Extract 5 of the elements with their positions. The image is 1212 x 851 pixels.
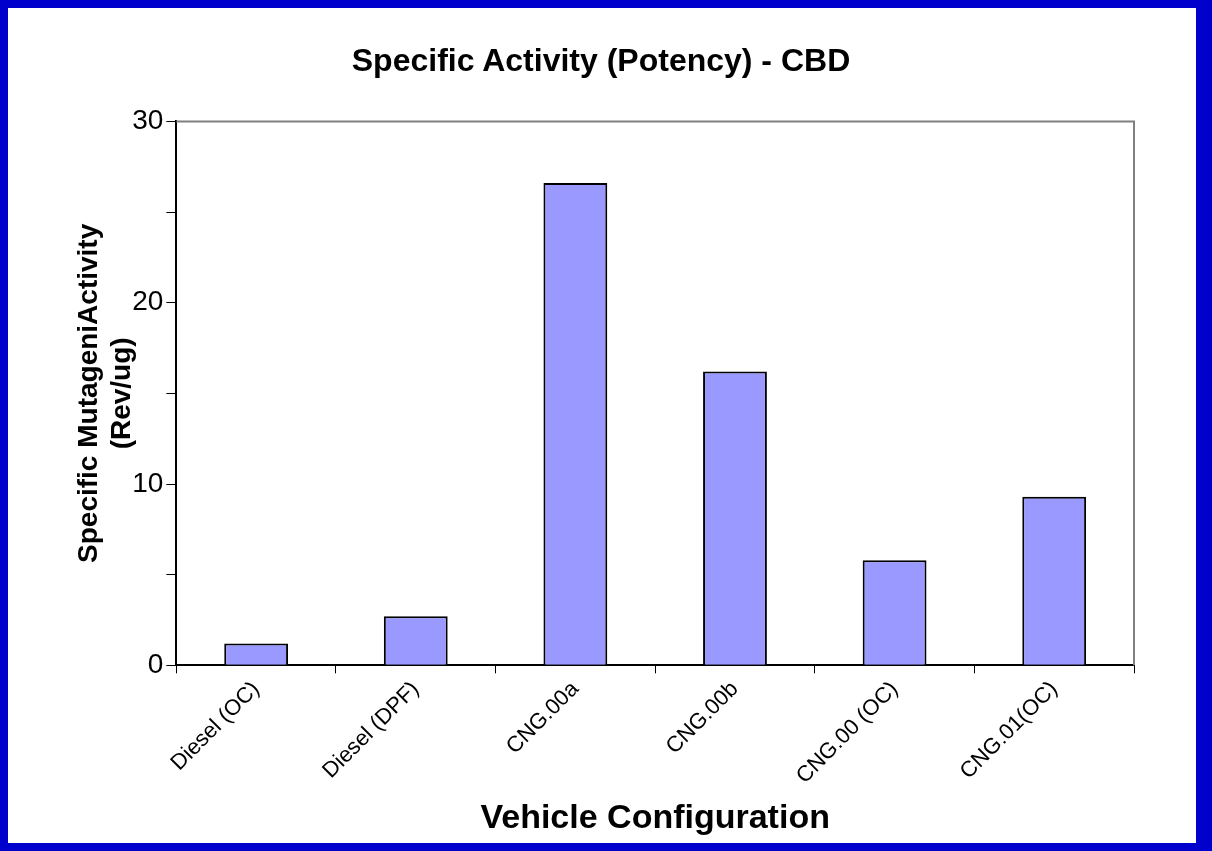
y-tick-label: 30 bbox=[132, 104, 164, 136]
chart-title: Specific Activity (Potency) - CBD bbox=[351, 42, 851, 79]
y-tick-label: 20 bbox=[132, 285, 164, 317]
x-axis-title: Vehicle Configuration bbox=[480, 796, 830, 835]
y-tick-label: 0 bbox=[147, 648, 164, 680]
